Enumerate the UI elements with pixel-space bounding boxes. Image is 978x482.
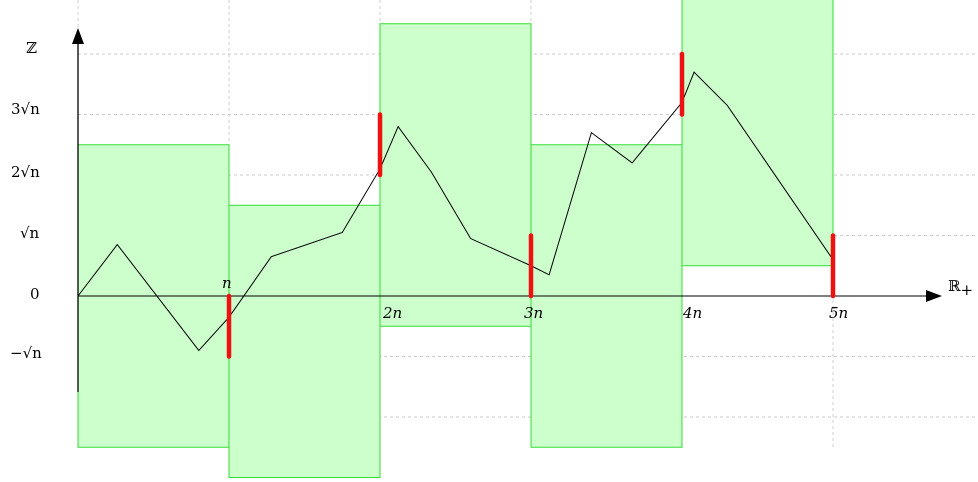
label-sqrt-n: √n	[20, 224, 40, 242]
label-5n: 5n	[829, 304, 848, 322]
axes	[72, 28, 942, 392]
label-4n: 4n	[682, 304, 702, 322]
x-axis-label: ℝ+	[948, 277, 973, 299]
x-axis-arrowhead	[926, 290, 942, 302]
label-3n: 3n	[524, 304, 543, 322]
labels: ℤ ℝ+ 0 −√n √n 2√n 3√n n 2n 3n 4n 5n	[10, 39, 973, 362]
y-axis-label: ℤ	[26, 39, 37, 57]
green-boxes	[77, 0, 834, 478]
confidence-box	[379, 23, 532, 327]
label-2n: 2n	[382, 304, 402, 322]
label-n: n	[222, 274, 232, 292]
y-axis-arrowhead	[72, 28, 84, 44]
red-segments	[226, 51, 836, 359]
label-two-sqrt-n: 2√n	[11, 163, 40, 181]
label-zero: 0	[30, 285, 40, 303]
label-neg-sqrt-n: −√n	[10, 344, 42, 362]
confidence-box	[681, 0, 834, 267]
confidence-box	[228, 204, 381, 478]
label-three-sqrt-n: 3√n	[11, 100, 40, 118]
